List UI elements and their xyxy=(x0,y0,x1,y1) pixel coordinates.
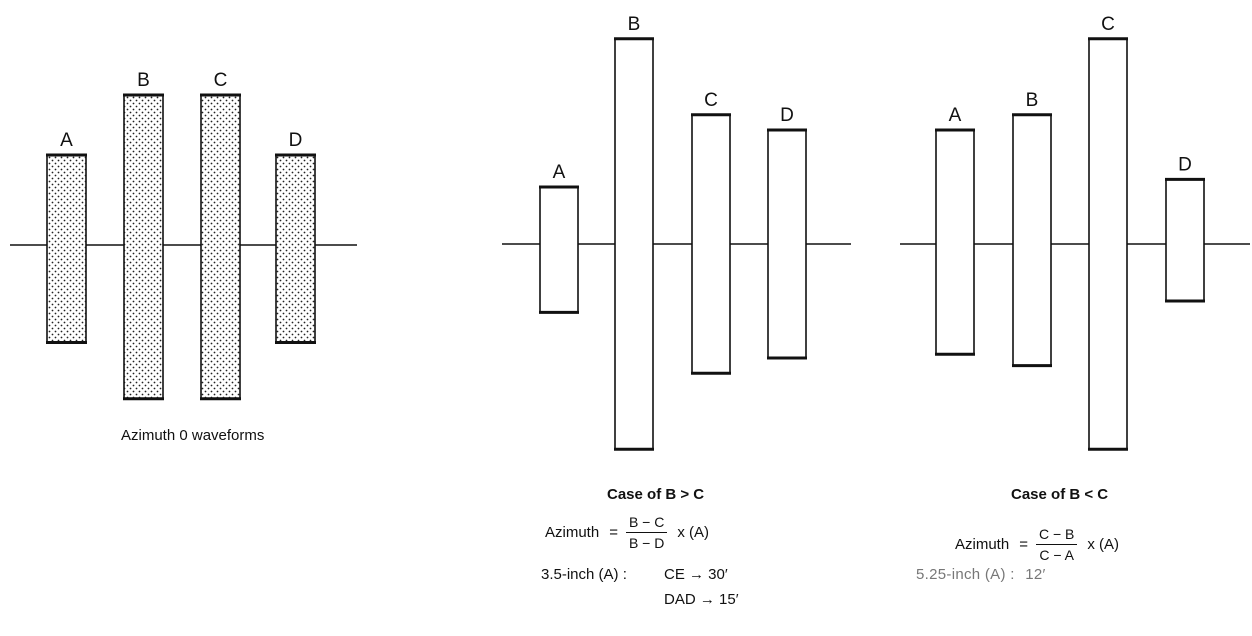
bar-label-d: D xyxy=(780,105,794,126)
bar-label-b: B xyxy=(137,70,150,91)
bar-label-d: D xyxy=(289,130,303,151)
formula-equals: = xyxy=(609,524,618,541)
waveform-bar-b xyxy=(614,37,654,451)
bar-label-d: D xyxy=(1178,154,1192,175)
waveform-bar-d xyxy=(275,153,316,344)
caption-azimuth-zero: Azimuth 0 waveforms xyxy=(121,427,265,444)
waveform-bar-a xyxy=(935,128,975,356)
waveform-bar-b xyxy=(123,93,164,401)
formula-lhs: Azimuth xyxy=(545,524,600,541)
waveform-panel-b_lt_c: A B C D xyxy=(900,14,1250,451)
formula-numerator: C − B xyxy=(1035,526,1078,545)
waveform-bar-d xyxy=(767,128,807,360)
bar-label-c: C xyxy=(214,70,228,91)
bar-label-c: C xyxy=(1101,14,1115,35)
waveform-bar-a xyxy=(539,185,579,314)
formula-fraction: C − B C − A xyxy=(1035,526,1078,563)
formula-equals: = xyxy=(1019,536,1028,553)
formula-lhs: Azimuth xyxy=(955,536,1010,553)
bar-label-a: A xyxy=(553,162,566,183)
formula-numerator: B − C xyxy=(625,514,668,533)
waveform-bar-c xyxy=(1088,37,1128,451)
formula-b-less-c: Azimuth = C − B C − A x (A) xyxy=(955,526,1119,563)
waveform-bar-a xyxy=(46,153,87,344)
waveform-bar-d xyxy=(1165,177,1205,303)
bar-label-a: A xyxy=(949,105,962,126)
caption-case-b-greater-c: Case of B > C xyxy=(607,486,705,503)
bar-label-b: B xyxy=(628,14,641,35)
bar-label-b: B xyxy=(1026,90,1039,111)
formula-factor: x (A) xyxy=(1087,536,1120,553)
bar-label-c: C xyxy=(704,90,718,111)
caption-case-b-less-c: Case of B < C xyxy=(1011,486,1109,503)
waveform-bar-c xyxy=(200,93,241,401)
note-value-12: 12′ xyxy=(1025,566,1046,583)
note-value-ce: CE → 30′ xyxy=(664,566,728,583)
waveform-bar-c xyxy=(691,113,731,375)
note-prefix-5-25-inch: 5.25-inch (A) : xyxy=(916,566,1015,583)
formula-fraction: B − C B − D xyxy=(625,514,668,551)
note-prefix-3-5-inch: 3.5-inch (A) : xyxy=(541,566,627,583)
note-5-25-inch: 5.25-inch (A) : 12′ xyxy=(916,566,1046,583)
waveform-panel-b_gt_c: A B C D xyxy=(502,14,851,451)
waveform-panel-zero: A B C D xyxy=(10,70,357,401)
formula-b-greater-c: Azimuth = B − C B − D x (A) xyxy=(545,514,709,551)
formula-factor: x (A) xyxy=(677,524,710,541)
formula-denominator: C − A xyxy=(1039,547,1074,563)
waveform-bar-b xyxy=(1012,113,1052,368)
note-value-dad: DAD → 15′ xyxy=(664,591,739,608)
bar-label-a: A xyxy=(60,130,73,151)
formula-denominator: B − D xyxy=(628,535,665,551)
